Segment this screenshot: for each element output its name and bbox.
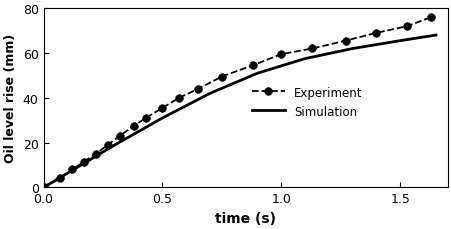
Experiment xyxy=(404,26,409,28)
Simulation xyxy=(76,165,82,168)
Simulation xyxy=(112,144,117,147)
Experiment xyxy=(249,65,255,67)
Experiment xyxy=(57,177,63,180)
Experiment xyxy=(219,76,224,79)
Simulation xyxy=(207,93,212,95)
Legend: Experiment, Simulation: Experiment, Simulation xyxy=(251,86,362,118)
Line: Simulation: Simulation xyxy=(43,36,435,188)
Experiment xyxy=(41,186,46,189)
Experiment xyxy=(342,40,348,43)
Experiment xyxy=(278,54,284,56)
Experiment xyxy=(143,117,148,120)
Experiment xyxy=(159,107,165,110)
Experiment xyxy=(131,125,136,128)
Experiment xyxy=(93,153,98,155)
Experiment xyxy=(81,161,87,163)
Experiment xyxy=(309,48,314,51)
Line: Experiment: Experiment xyxy=(40,14,434,191)
Simulation xyxy=(41,186,46,189)
Y-axis label: Oil level rise (mm): Oil level rise (mm) xyxy=(4,34,17,163)
Experiment xyxy=(176,97,181,100)
Experiment xyxy=(195,88,200,91)
X-axis label: time (s): time (s) xyxy=(215,211,276,225)
Simulation xyxy=(254,72,260,75)
Simulation xyxy=(432,35,437,37)
Simulation xyxy=(397,40,402,43)
Experiment xyxy=(373,32,378,35)
Simulation xyxy=(349,48,354,51)
Experiment xyxy=(117,135,122,138)
Experiment xyxy=(105,144,110,147)
Experiment xyxy=(428,17,433,19)
Simulation xyxy=(302,58,307,61)
Simulation xyxy=(159,117,165,120)
Experiment xyxy=(69,168,75,171)
